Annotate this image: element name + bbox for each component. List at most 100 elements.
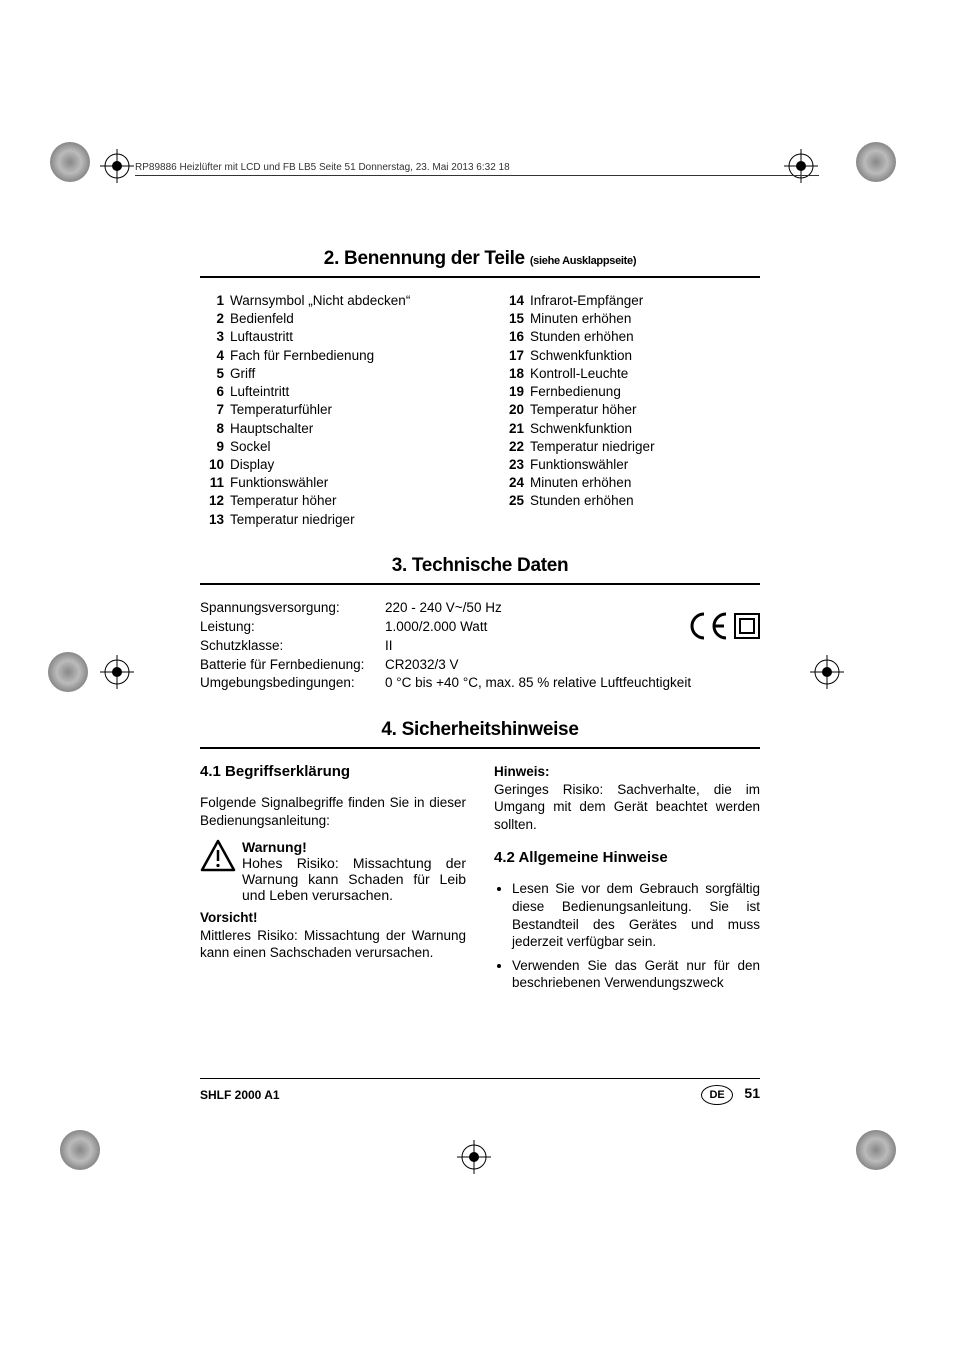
part-number: 13 bbox=[200, 511, 230, 529]
section2-title-text: 2. Benennung der Teile bbox=[324, 248, 530, 269]
part-number: 5 bbox=[200, 365, 230, 383]
tech-key: Schutzklasse: bbox=[200, 637, 385, 656]
part-row: 13Temperatur niedriger bbox=[200, 511, 460, 529]
section3-rule bbox=[200, 583, 760, 585]
part-label: Minuten erhöhen bbox=[530, 474, 631, 492]
part-row: 18Kontroll-Leuchte bbox=[500, 365, 760, 383]
part-label: Display bbox=[230, 456, 274, 474]
part-row: 10Display bbox=[200, 456, 460, 474]
part-row: 9Sockel bbox=[200, 438, 460, 456]
section-safety: 4. Sicherheitshinweise 4.1 Begriffserklä… bbox=[200, 719, 760, 997]
part-number: 14 bbox=[500, 292, 530, 310]
part-label: Minuten erhöhen bbox=[530, 310, 631, 328]
part-row: 19Fernbedienung bbox=[500, 383, 760, 401]
part-row: 24Minuten erhöhen bbox=[500, 474, 760, 492]
hinweis-text: Geringes Risiko: Sachverhalte, die im Um… bbox=[494, 782, 760, 832]
vorsicht-block: Vorsicht! Mittleres Risiko: Missachtung … bbox=[200, 909, 466, 962]
part-number: 8 bbox=[200, 420, 230, 438]
s42-bullets: Lesen Sie vor dem Gebrauch sorgfältig di… bbox=[494, 880, 760, 991]
crop-corner-br bbox=[856, 1130, 896, 1170]
part-label: Funktionswähler bbox=[230, 474, 328, 492]
part-label: Warnsymbol „Nicht abdecken“ bbox=[230, 292, 410, 310]
section2-rule bbox=[200, 276, 760, 278]
part-number: 21 bbox=[500, 420, 530, 438]
bullet-item: Lesen Sie vor dem Gebrauch sorgfältig di… bbox=[512, 880, 760, 950]
part-label: Schwenkfunktion bbox=[530, 347, 632, 365]
part-row: 23Funktionswähler bbox=[500, 456, 760, 474]
part-row: 3Luftaustritt bbox=[200, 328, 460, 346]
part-label: Stunden erhöhen bbox=[530, 328, 634, 346]
parts-list-right: 14Infrarot-Empfänger15Minuten erhöhen16S… bbox=[500, 292, 760, 529]
part-row: 17Schwenkfunktion bbox=[500, 347, 760, 365]
s42-heading: 4.2 Allgemeine Hinweise bbox=[494, 849, 760, 866]
reg-mark-left bbox=[100, 655, 134, 689]
part-number: 2 bbox=[200, 310, 230, 328]
part-number: 16 bbox=[500, 328, 530, 346]
part-row: 20Temperatur höher bbox=[500, 401, 760, 419]
page-runner: RP89886 Heizlüfter mit LCD und FB LB5 Se… bbox=[135, 162, 819, 176]
tech-row: Spannungsversorgung:220 - 240 V~/50 Hz bbox=[200, 599, 760, 618]
crop-corner-bl bbox=[60, 1130, 100, 1170]
part-number: 15 bbox=[500, 310, 530, 328]
part-label: Temperaturfühler bbox=[230, 401, 332, 419]
col-left: 4.1 Begriffserklärung Folgende Signalbeg… bbox=[200, 763, 466, 997]
part-label: Temperatur höher bbox=[530, 401, 637, 419]
reg-mark-top bbox=[100, 149, 134, 183]
part-number: 11 bbox=[200, 474, 230, 492]
section2-subtitle: (siehe Ausklappseite) bbox=[530, 255, 636, 267]
tech-key: Umgebungsbedingungen: bbox=[200, 674, 385, 693]
page-footer: SHLF 2000 A1 DE 51 bbox=[200, 1078, 760, 1105]
part-number: 10 bbox=[200, 456, 230, 474]
part-label: Temperatur höher bbox=[230, 492, 337, 510]
part-number: 20 bbox=[500, 401, 530, 419]
part-row: 12Temperatur höher bbox=[200, 492, 460, 510]
part-label: Hauptschalter bbox=[230, 420, 313, 438]
part-label: Fernbedienung bbox=[530, 383, 621, 401]
col-right: Hinweis: Geringes Risiko: Sachverhalte, … bbox=[494, 763, 760, 997]
manual-page: RP89886 Heizlüfter mit LCD und FB LB5 Se… bbox=[0, 0, 954, 1351]
part-label: Stunden erhöhen bbox=[530, 492, 634, 510]
section-parts: 2. Benennung der Teile (siehe Ausklappse… bbox=[200, 248, 760, 529]
part-label: Bedienfeld bbox=[230, 310, 294, 328]
parts-list-left: 1Warnsymbol „Nicht abdecken“2Bedienfeld3… bbox=[200, 292, 460, 529]
part-row: 5Griff bbox=[200, 365, 460, 383]
section3-title: 3. Technische Daten bbox=[200, 555, 760, 577]
warning-triangle-icon bbox=[200, 839, 236, 903]
tech-row: Umgebungsbedingungen:0 °C bis +40 °C, ma… bbox=[200, 674, 760, 693]
vorsicht-label: Vorsicht! bbox=[200, 910, 258, 925]
warnung-text: Hohes Risiko: Missachtung der Warnung ka… bbox=[242, 855, 466, 903]
part-row: 8Hauptschalter bbox=[200, 420, 460, 438]
part-number: 23 bbox=[500, 456, 530, 474]
part-label: Funktionswähler bbox=[530, 456, 628, 474]
part-label: Lufteintritt bbox=[230, 383, 289, 401]
part-row: 14Infrarot-Empfänger bbox=[500, 292, 760, 310]
warnung-label: Warnung! bbox=[242, 839, 307, 855]
tech-value: 0 °C bis +40 °C, max. 85 % relative Luft… bbox=[385, 674, 691, 693]
tech-value: 1.000/2.000 Watt bbox=[385, 618, 487, 637]
part-number: 19 bbox=[500, 383, 530, 401]
part-label: Infrarot-Empfänger bbox=[530, 292, 643, 310]
compliance-marks bbox=[686, 611, 760, 641]
part-label: Luftaustritt bbox=[230, 328, 293, 346]
part-label: Fach für Fernbedienung bbox=[230, 347, 374, 365]
vorsicht-text: Mittleres Risiko: Missachtung der Warnun… bbox=[200, 928, 466, 961]
part-number: 6 bbox=[200, 383, 230, 401]
part-number: 7 bbox=[200, 401, 230, 419]
tech-key: Batterie für Fernbedienung: bbox=[200, 656, 385, 675]
ce-mark-icon bbox=[686, 611, 730, 641]
crop-corner-tl bbox=[50, 142, 90, 182]
reg-mark-bot bbox=[457, 1140, 491, 1174]
warnung-block: Warnung! Hohes Risiko: Missachtung der W… bbox=[200, 839, 466, 903]
part-label: Kontroll-Leuchte bbox=[530, 365, 628, 383]
bullet-item: Verwenden Sie das Gerät nur für den besc… bbox=[512, 957, 760, 992]
tech-key: Leistung: bbox=[200, 618, 385, 637]
part-number: 24 bbox=[500, 474, 530, 492]
part-row: 4Fach für Fernbedienung bbox=[200, 347, 460, 365]
part-row: 7Temperaturfühler bbox=[200, 401, 460, 419]
hinweis-block: Hinweis: Geringes Risiko: Sachverhalte, … bbox=[494, 763, 760, 833]
part-number: 12 bbox=[200, 492, 230, 510]
part-number: 18 bbox=[500, 365, 530, 383]
reg-mark-right bbox=[810, 655, 844, 689]
part-row: 25Stunden erhöhen bbox=[500, 492, 760, 510]
tech-row: Batterie für Fernbedienung:CR2032/3 V bbox=[200, 656, 760, 675]
